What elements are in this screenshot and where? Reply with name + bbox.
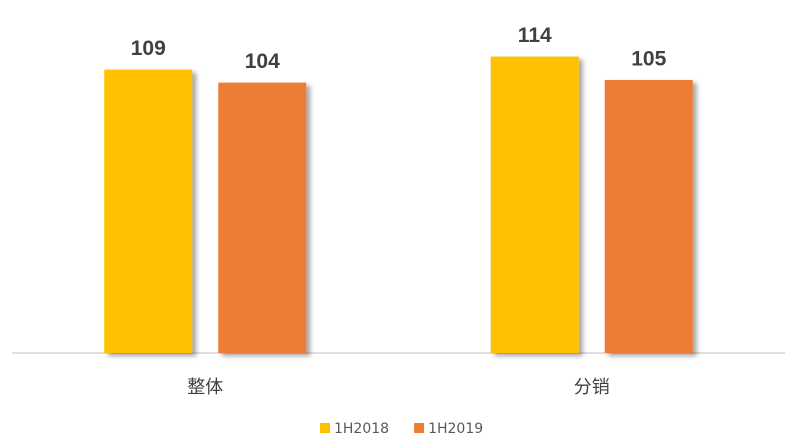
legend-label: 1H2019 [428,421,483,437]
value-label: 105 [631,48,666,71]
x-tick-label: 整体 [187,377,223,398]
x-tick-label: 分销 [574,377,610,398]
value-label: 104 [245,50,280,73]
legend-swatch [414,423,425,433]
legend-swatch [320,423,330,433]
value-label: 114 [518,24,552,47]
bar [490,56,579,353]
legend-label: 1H2018 [334,421,389,437]
value-label: 109 [131,37,166,60]
bar [218,82,307,353]
bar [104,69,193,353]
bar [604,80,693,353]
